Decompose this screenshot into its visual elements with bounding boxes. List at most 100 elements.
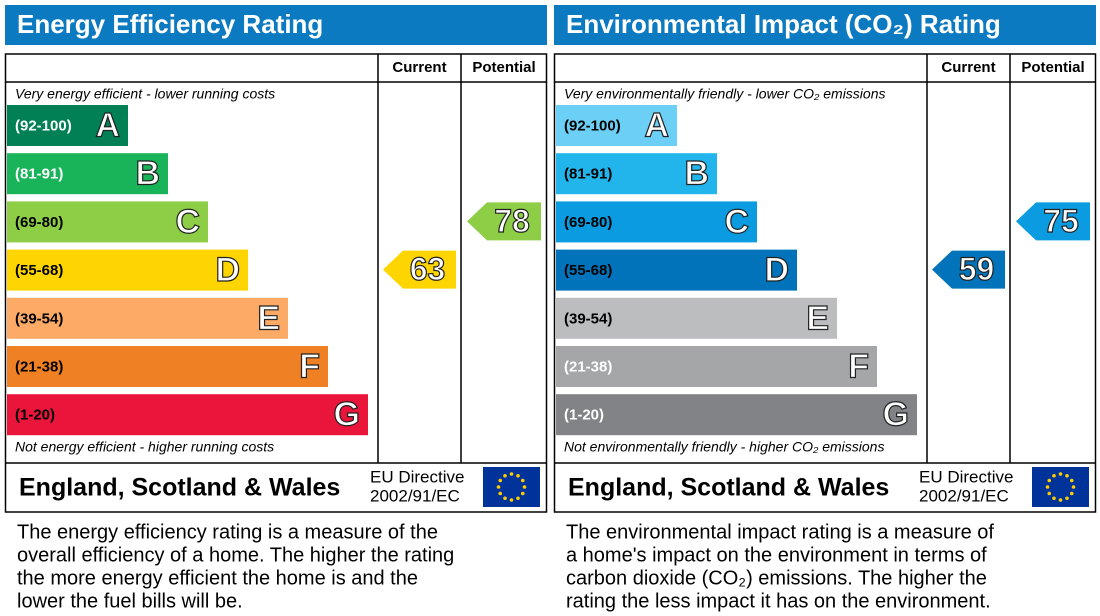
column-header: Potential: [1021, 59, 1084, 76]
band: [556, 394, 917, 436]
description: the more energy efficient the home is an…: [17, 567, 418, 589]
flag-star: [1071, 485, 1076, 489]
flag-star: [498, 491, 503, 496]
band-letter: A: [95, 106, 120, 144]
flag-star: [509, 472, 514, 476]
band-letter: E: [806, 299, 829, 337]
band-letter: B: [135, 155, 160, 193]
top-note: Very environmentally friendly - lower CO…: [564, 86, 885, 102]
band-letter: C: [724, 203, 749, 241]
flag-star: [522, 485, 527, 489]
band: [556, 249, 797, 291]
band-range: (81-91): [564, 166, 612, 183]
band: [556, 105, 677, 146]
flag-star: [1045, 485, 1050, 489]
column-header: Current: [392, 59, 446, 76]
band-letter: A: [644, 106, 669, 144]
band-letter: G: [883, 396, 909, 434]
description: rating the less impact it has on the env…: [566, 590, 991, 612]
flag-star: [1058, 472, 1063, 476]
top-note: Very energy efficient - lower running co…: [15, 86, 275, 102]
band: [556, 153, 717, 195]
flag-star: [1069, 491, 1074, 496]
band: [7, 249, 248, 291]
band-range: (21-38): [15, 358, 63, 375]
flag-star: [516, 496, 520, 501]
band-range: (1-20): [15, 407, 55, 424]
directive: 2002/91/EC: [919, 486, 1009, 505]
description: overall efficiency of a home. The higher…: [17, 544, 454, 566]
directive: EU Directive: [919, 467, 1013, 486]
description: The energy efficiency rating is a measur…: [17, 521, 438, 543]
flag-star: [516, 473, 520, 478]
band-range: (69-80): [564, 214, 612, 231]
band: [556, 346, 877, 387]
frame: [4, 53, 548, 513]
band-letter: B: [684, 155, 709, 193]
column-header: Potential: [472, 59, 535, 76]
title-bar: [5, 5, 547, 45]
band-range: (1-20): [564, 407, 604, 424]
flag-star: [520, 478, 525, 483]
band-range: (69-80): [15, 214, 63, 231]
rating-arrow: [467, 202, 541, 241]
band: [7, 105, 128, 146]
band-letter: F: [848, 347, 869, 385]
band: [556, 297, 837, 339]
rating-value: 63: [410, 251, 446, 287]
description: a home's impact on the environment in te…: [566, 544, 987, 566]
band-letter: C: [175, 203, 200, 241]
bottom-note: Not energy efficient - higher running co…: [15, 439, 274, 455]
rating-value: 75: [1043, 203, 1079, 239]
directive: EU Directive: [370, 467, 464, 486]
band-range: (92-100): [564, 117, 621, 134]
band-letter: G: [334, 396, 360, 434]
flag-star: [1052, 496, 1056, 501]
description: The environmental impact rating is a mea…: [566, 521, 994, 543]
flag-star: [1047, 478, 1052, 483]
flag-star: [1052, 473, 1056, 478]
flag-star: [503, 473, 507, 478]
rating-arrow: [383, 250, 456, 289]
band: [7, 201, 208, 243]
band-letter: F: [299, 347, 320, 385]
frame: [553, 53, 1097, 513]
title-bar: [554, 5, 1096, 45]
band-range: (92-100): [15, 117, 72, 134]
directive: 2002/91/EC: [370, 486, 460, 505]
band-range: (21-38): [564, 358, 612, 375]
band-range: (39-54): [15, 310, 63, 327]
description: lower the fuel bills will be.: [17, 590, 243, 612]
region: England, Scotland & Wales: [568, 474, 889, 502]
flag-star: [498, 478, 503, 483]
band-letter: E: [257, 299, 280, 337]
rating-value: 78: [494, 203, 530, 239]
column-header: Current: [941, 59, 995, 76]
region: England, Scotland & Wales: [19, 474, 340, 502]
flag-star: [503, 496, 507, 501]
flag-star: [520, 491, 525, 496]
band-range: (55-68): [15, 262, 63, 279]
flag-star: [496, 485, 501, 489]
band: [7, 153, 168, 195]
rating-arrow: [1016, 202, 1090, 241]
band-range: (55-68): [564, 262, 612, 279]
panel-title: Energy Efficiency Rating: [17, 9, 323, 39]
panel-title: Environmental Impact (CO₂) Rating: [566, 9, 1001, 39]
flag-star: [1065, 496, 1069, 501]
bottom-note: Not environmentally friendly - higher CO…: [564, 439, 884, 455]
flag-star: [1069, 478, 1074, 483]
flag-star: [1058, 498, 1063, 502]
rating-arrow: [932, 250, 1005, 289]
band: [556, 201, 757, 243]
flag-star: [1047, 491, 1052, 496]
rating-value: 59: [959, 251, 995, 287]
description: carbon dioxide (CO₂) emissions. The high…: [566, 567, 987, 589]
flag-star: [509, 498, 514, 502]
band-letter: D: [215, 251, 240, 289]
band: [7, 297, 288, 339]
flag-star: [1065, 473, 1069, 478]
band-range: (81-91): [15, 166, 63, 183]
band-letter: D: [764, 251, 789, 289]
